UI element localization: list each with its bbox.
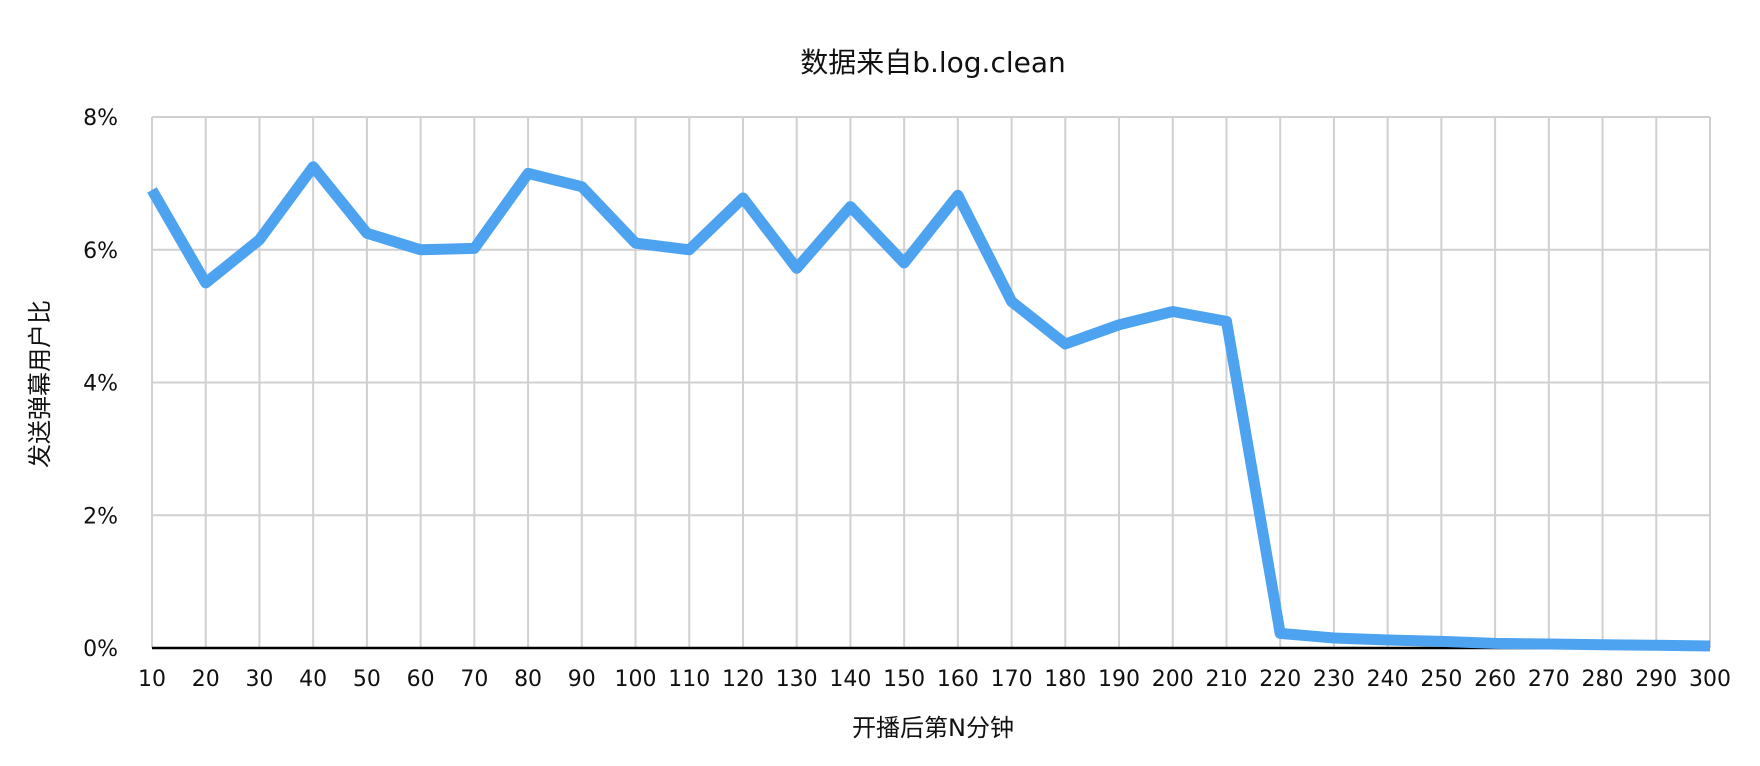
y-tick-label: 2% [83,504,118,529]
x-tick-label: 180 [1044,667,1086,692]
x-tick-label: 290 [1635,667,1677,692]
data-point [1226,320,1227,322]
data-point [688,249,690,251]
data-point [473,247,475,249]
grid [151,116,1711,648]
data-point [903,262,905,264]
data-point [849,206,851,208]
x-tick-label: 260 [1474,667,1516,692]
data-point [581,186,583,188]
x-axis-label: 开播后第N分钟 [852,714,1014,742]
x-tick-label: 250 [1420,667,1462,692]
y-tick-label: 0% [83,637,118,662]
x-tick-label: 80 [514,667,542,692]
x-tick-label: 60 [407,667,435,692]
x-tick-label: 280 [1582,667,1624,692]
data-point [258,239,260,241]
x-tick-label: 300 [1689,667,1731,692]
x-tick-label: 10 [138,667,166,692]
data-point [1494,642,1496,644]
data-point [1118,324,1120,326]
x-tick-label: 50 [353,667,381,692]
x-tick-label: 70 [460,667,488,692]
data-point [1440,640,1442,642]
x-tick-label: 120 [722,667,764,692]
x-tick-label: 170 [991,667,1033,692]
x-tick-label: 190 [1098,667,1140,692]
chart-title: 数据来自b.log.clean [800,46,1066,79]
x-tick-label: 30 [245,667,273,692]
data-point [1279,632,1281,634]
data-point [742,197,744,199]
data-point [957,194,959,196]
series-layer [147,161,1711,652]
x-tick-label: 110 [668,667,710,692]
x-tick-label: 150 [883,667,925,692]
x-tick-label: 20 [192,667,220,692]
data-point [1602,644,1604,646]
data-point [527,172,529,174]
y-axis-ticks: 0% 2% 4% 6% 8% [83,106,118,662]
x-tick-label: 100 [615,667,657,692]
series-line [147,161,1711,652]
x-tick-label: 40 [299,667,327,692]
data-point [1709,645,1711,647]
y-tick-label: 8% [83,106,118,131]
data-point [312,166,314,168]
x-tick-label: 160 [937,667,979,692]
x-tick-label: 130 [776,667,818,692]
y-axis-label: 发送弹幕用户比 [26,300,54,468]
data-point [796,267,798,269]
data-point [366,232,368,234]
data-point [1655,644,1657,646]
data-point [1548,643,1550,645]
data-point [1064,343,1066,345]
data-point [635,242,636,244]
data-point [420,249,422,251]
y-tick-label: 4% [83,372,118,397]
x-axis-ticks: 10 20 30 40 50 60 70 80 90 100 110 120 130 140 150 160 1… [138,667,1731,692]
x-tick-label: 240 [1367,667,1409,692]
x-tick-label: 140 [829,667,871,692]
x-tick-label: 210 [1205,667,1247,692]
x-tick-label: 200 [1152,667,1194,692]
x-tick-label: 220 [1259,667,1301,692]
data-point [1172,311,1174,312]
data-point [151,189,153,191]
data-point [1333,637,1335,639]
x-tick-label: 230 [1313,667,1355,692]
data-point [1387,639,1389,641]
x-tick-label: 90 [568,667,596,692]
x-tick-label: 270 [1528,667,1570,692]
data-point [205,282,207,284]
y-tick-label: 6% [83,239,118,264]
data-point [1011,301,1013,302]
